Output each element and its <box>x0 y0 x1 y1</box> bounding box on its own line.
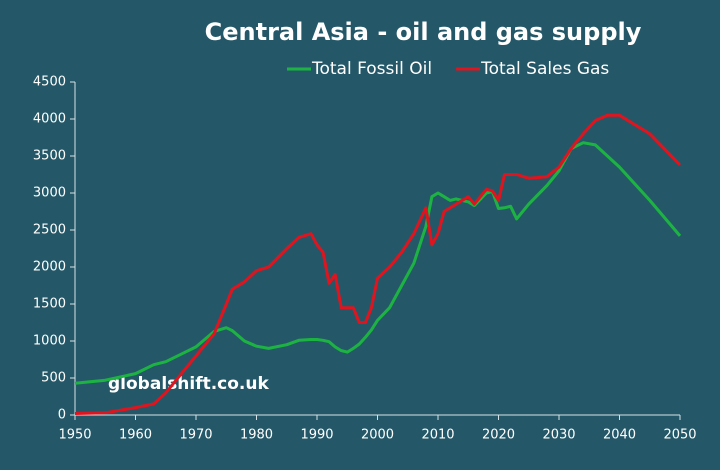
x-tick-label: 2020 <box>482 428 515 443</box>
series-line <box>74 141 682 385</box>
y-tick-label: 500 <box>41 371 66 386</box>
x-tick-label: 1960 <box>119 428 152 443</box>
watermark: globalshift.co.uk <box>108 374 269 394</box>
y-tick-label: 2500 <box>33 223 66 238</box>
series-line <box>74 113 682 415</box>
y-tick-label: 3000 <box>33 186 66 201</box>
y-tick-label: 1000 <box>33 334 66 349</box>
x-tick-label: 1980 <box>240 428 273 443</box>
x-tick-label: 2030 <box>542 428 575 443</box>
y-tick-label: 0 <box>58 408 66 423</box>
legend-label: Total Fossil Oil <box>311 59 432 79</box>
x-tick-label: 2050 <box>663 428 696 443</box>
x-tick-label: 2000 <box>361 428 394 443</box>
y-tick-label: 1500 <box>33 297 66 312</box>
y-tick-label: 4500 <box>33 75 66 90</box>
x-tick-label: 1950 <box>58 428 91 443</box>
chart-title: Central Asia - oil and gas supply <box>205 18 642 46</box>
y-tick-label: 2000 <box>33 260 66 275</box>
x-tick-label: 1970 <box>179 428 212 443</box>
y-tick-label: 4000 <box>33 112 66 127</box>
x-tick-label: 1990 <box>300 428 333 443</box>
x-tick-label: 2040 <box>603 428 636 443</box>
y-tick-label: 3500 <box>33 149 66 164</box>
legend-label: Total Sales Gas <box>480 59 609 79</box>
x-tick-label: 2010 <box>421 428 454 443</box>
